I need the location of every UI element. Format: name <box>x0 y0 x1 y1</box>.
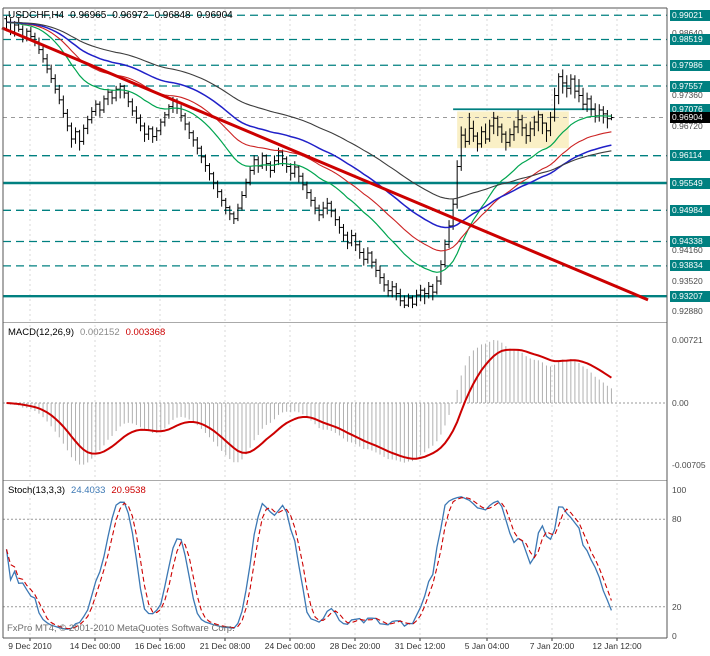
mt4-chart-window: USDCHF,H4 0.96965 0.96972 0.96848 0.96904 MA… <box>0 0 710 656</box>
chart-canvas[interactable] <box>0 0 710 656</box>
